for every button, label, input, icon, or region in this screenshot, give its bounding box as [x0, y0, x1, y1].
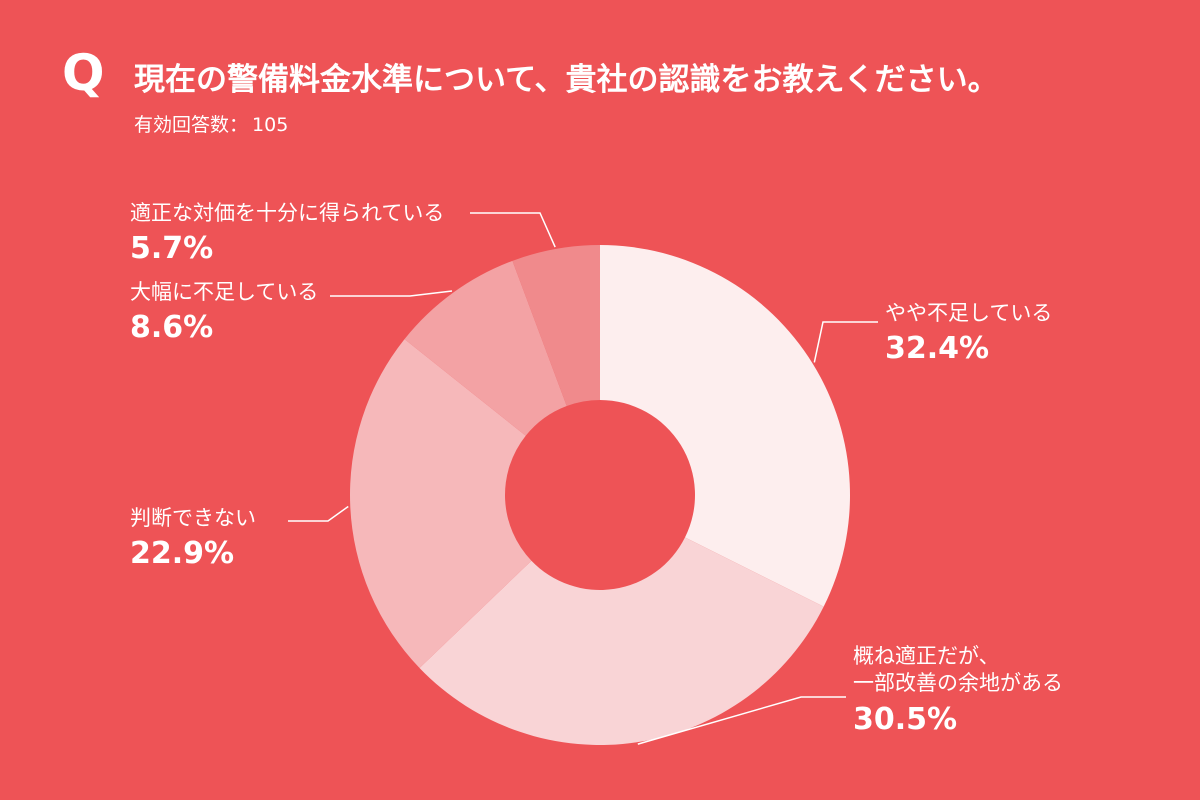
respondent-count-value: 105	[252, 114, 289, 136]
donut-slice-1	[419, 537, 824, 746]
label-slice-3: 大幅に不足している 8.6%	[130, 279, 318, 346]
label-slice-0: やや不足している 32.4%	[885, 300, 1052, 367]
label-slice-4: 適正な対価を十分に得られている 5.7%	[130, 200, 444, 267]
leader-line-0	[813, 321, 878, 363]
leader-line-2	[288, 505, 349, 522]
donut-slice-3	[404, 260, 567, 436]
donut-slice-4	[512, 245, 600, 407]
slice-label-text: 概ね適正だが、 一部改善の余地がある	[853, 644, 1063, 696]
leader-line-1	[637, 696, 846, 745]
leader-line-4	[470, 212, 556, 248]
slice-label-text: 適正な対価を十分に得られている	[130, 201, 445, 225]
slice-label-value: 8.6%	[130, 310, 214, 346]
donut-slices	[350, 245, 851, 746]
question-mark-q: Q	[62, 44, 105, 102]
respondent-count-line: 有効回答数： 105	[134, 114, 288, 137]
question-title: 現在の警備料金水準について、貴社の認識をお教えください。	[134, 62, 999, 98]
slice-label-value: 32.4%	[885, 331, 990, 367]
slice-label-value: 22.9%	[130, 536, 235, 572]
donut-slice-0	[600, 245, 851, 607]
slice-label-text: 判断できない	[130, 506, 256, 530]
donut-slice-2	[350, 339, 532, 668]
label-slice-2: 判断できない 22.9%	[130, 505, 256, 572]
slice-label-text: 大幅に不足している	[130, 280, 319, 304]
label-slice-1: 概ね適正だが、 一部改善の余地がある 30.5%	[853, 643, 1063, 738]
slice-label-text: やや不足している	[885, 301, 1053, 325]
slice-label-value: 30.5%	[853, 701, 958, 737]
respondent-count-label: 有効回答数：	[134, 114, 249, 136]
leader-line-3	[330, 290, 453, 297]
leader-lines	[288, 212, 878, 745]
slice-label-value: 5.7%	[130, 231, 214, 267]
